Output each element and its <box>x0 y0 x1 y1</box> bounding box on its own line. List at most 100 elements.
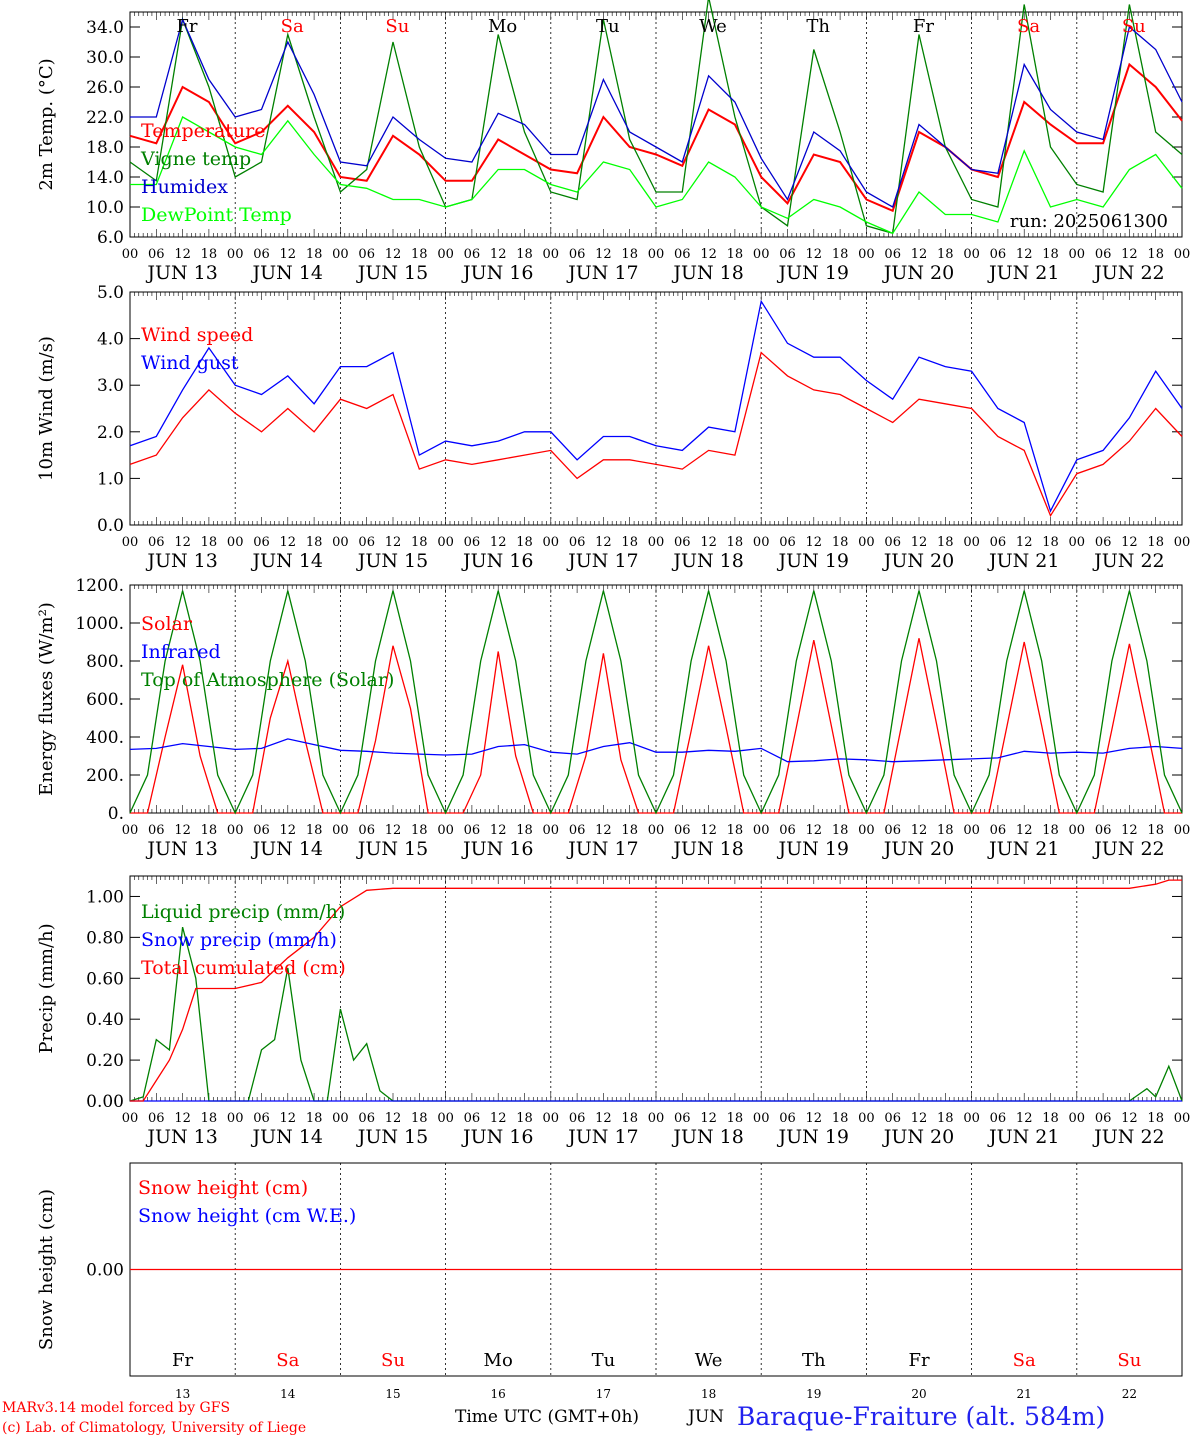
hour-tick-label: 06 <box>569 535 586 550</box>
hour-tick-label: 06 <box>464 823 481 838</box>
credit-line-1: MARv3.14 model forced by GFS <box>2 1400 231 1416</box>
hour-tick-label: 06 <box>464 247 481 262</box>
day-number-label: 19 <box>806 1387 821 1401</box>
hour-tick-label: 12 <box>595 823 612 838</box>
date-label: JUN 14 <box>251 838 323 860</box>
hour-tick-label: 06 <box>1095 1111 1112 1126</box>
hour-tick-label: 00 <box>858 823 875 838</box>
hour-tick-label: 06 <box>148 535 165 550</box>
hour-tick-label: 12 <box>174 535 191 550</box>
weekday-label: Fr <box>908 1350 929 1371</box>
hour-tick-label: 12 <box>700 823 717 838</box>
hour-tick-label: 00 <box>1174 247 1191 262</box>
hour-tick-label: 18 <box>1042 823 1059 838</box>
legend-entry: Infrared <box>141 641 221 663</box>
date-label: JUN 22 <box>1092 550 1164 572</box>
y-axis-title: Precip (mm/h) <box>36 923 57 1053</box>
legend-entry: Humidex <box>141 176 228 198</box>
hour-tick-label: 12 <box>280 1111 297 1126</box>
hour-tick-label: 18 <box>1042 535 1059 550</box>
hour-tick-label: 06 <box>569 823 586 838</box>
hour-tick-label: 06 <box>569 1111 586 1126</box>
hour-tick-label: 12 <box>490 247 507 262</box>
hour-tick-label: 06 <box>1095 823 1112 838</box>
panel-2: 0.0 1.0 2.0 3.0 4.0 5.0 10m Wind (m/s) Wind spe… <box>36 283 1190 572</box>
hour-tick-label: 18 <box>411 1111 428 1126</box>
hour-tick-label: 06 <box>253 247 270 262</box>
y-tick-label: 3.0 <box>97 376 124 396</box>
y-axis-title: 10m Wind (m/s) <box>36 336 57 481</box>
y-tick-label: 0.60 <box>86 969 124 989</box>
y-tick-label: 0.0 <box>97 516 124 536</box>
hour-tick-label: 18 <box>1042 247 1059 262</box>
weekday-label: We <box>699 16 727 37</box>
hour-tick-label: 00 <box>227 1111 244 1126</box>
y-axis-title: 2m Temp. (°C) <box>36 58 57 190</box>
y-tick-label: 200. <box>86 766 124 786</box>
hour-tick-label: 12 <box>1016 823 1033 838</box>
hour-tick-label: 18 <box>621 247 638 262</box>
date-label: JUN 14 <box>251 262 323 284</box>
hour-tick-label: 18 <box>411 823 428 838</box>
hour-tick-label: 18 <box>516 823 533 838</box>
date-label: JUN 17 <box>566 550 638 572</box>
legend-entry: DewPoint Temp <box>141 204 292 226</box>
weekday-label: Fr <box>172 1350 193 1371</box>
hour-tick-label: 06 <box>464 535 481 550</box>
date-label: JUN 16 <box>461 262 533 284</box>
hour-tick-label: 18 <box>516 247 533 262</box>
date-label: JUN 17 <box>566 262 638 284</box>
hour-tick-label: 06 <box>779 247 796 262</box>
hour-tick-label: 00 <box>1069 823 1086 838</box>
y-tick-label: 2.0 <box>97 423 124 443</box>
weekday-label: We <box>695 1350 723 1371</box>
hour-tick-label: 06 <box>779 535 796 550</box>
hour-tick-label: 06 <box>1095 535 1112 550</box>
date-label: JUN 15 <box>356 262 428 284</box>
hour-tick-label: 12 <box>490 823 507 838</box>
legend-entry: Snow height (cm) <box>138 1177 308 1199</box>
hour-tick-label: 00 <box>1174 535 1191 550</box>
series-line-dewpoint-temp <box>130 116 1183 235</box>
hour-tick-label: 00 <box>963 247 980 262</box>
hour-tick-label: 12 <box>1121 247 1138 262</box>
weekday-label: Fr <box>176 16 197 37</box>
hour-tick-label: 06 <box>674 247 691 262</box>
weekday-label: Su <box>385 16 409 37</box>
hour-tick-label: 00 <box>648 535 665 550</box>
hour-tick-label: 12 <box>174 247 191 262</box>
series-line-total-cumulated-cm- <box>130 879 1182 1102</box>
weekday-label: Sa <box>1017 16 1040 37</box>
panel-4: 0.00 0.20 0.40 0.60 0.80 1.00 Precip (mm/h) Liq… <box>36 875 1190 1148</box>
hour-tick-label: 00 <box>122 1111 139 1126</box>
series-line-humidex <box>130 17 1183 208</box>
hour-tick-label: 12 <box>806 823 823 838</box>
hour-tick-label: 18 <box>201 823 218 838</box>
hour-tick-label: 18 <box>937 535 954 550</box>
day-number-label: 17 <box>596 1387 611 1401</box>
hour-tick-label: 12 <box>280 247 297 262</box>
hour-tick-label: 00 <box>437 535 454 550</box>
date-label: JUN 15 <box>356 550 428 572</box>
date-label: JUN 18 <box>671 1126 743 1148</box>
weekday-label: Mo <box>484 1350 513 1371</box>
legend-entry: Wind speed <box>141 324 253 346</box>
hour-tick-label: 06 <box>990 535 1007 550</box>
hour-tick-label: 06 <box>358 247 375 262</box>
date-label: JUN 18 <box>671 262 743 284</box>
hour-tick-label: 12 <box>595 1111 612 1126</box>
hour-tick-label: 12 <box>911 247 928 262</box>
hour-tick-label: 12 <box>385 535 402 550</box>
hour-tick-label: 06 <box>253 823 270 838</box>
run-annotation: run: 2025061300 <box>1010 211 1168 232</box>
date-label: JUN 19 <box>777 550 849 572</box>
hour-tick-label: 18 <box>1042 1111 1059 1126</box>
legend-entry: Solar <box>141 613 193 635</box>
date-label: JUN 22 <box>1092 1126 1164 1148</box>
y-tick-label: 0.00 <box>86 1261 124 1281</box>
y-tick-label: 0.80 <box>86 928 124 948</box>
panel-3: 0. 200. 400. 600. 800. 1000. 1200. Energy fluxe… <box>36 576 1190 860</box>
hour-tick-label: 12 <box>490 535 507 550</box>
hour-tick-label: 18 <box>201 535 218 550</box>
